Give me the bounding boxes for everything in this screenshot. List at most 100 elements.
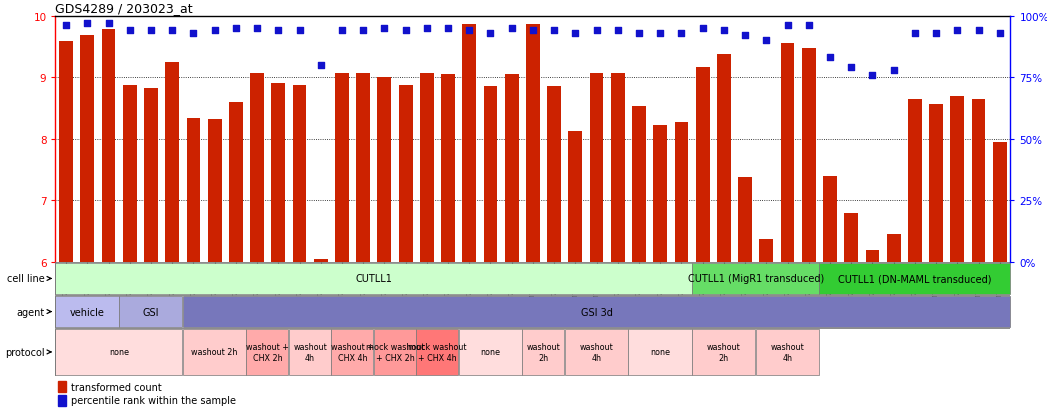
Bar [696,67,710,262]
Text: agent: agent [17,307,45,317]
Point [886,67,903,74]
Point [545,28,562,35]
Bar [628,329,692,375]
Point [949,28,965,35]
Bar [144,89,158,262]
Text: percentile rank within the sample: percentile rank within the sample [71,396,237,406]
Point [291,28,308,35]
Text: washout +
CHX 2h: washout + CHX 2h [246,342,289,362]
Point [567,31,584,37]
Bar [972,100,985,262]
Bar [420,74,433,262]
Bar [186,119,200,262]
Bar [119,296,182,328]
Bar [374,329,416,375]
Point [737,33,754,40]
Bar [246,329,289,375]
Point [992,31,1008,37]
Bar [81,36,94,262]
Bar [271,84,285,262]
Point [440,26,456,32]
Bar [717,55,731,262]
Point [504,26,520,32]
Bar [399,86,413,262]
Bar [250,74,264,262]
Point [822,55,839,62]
Bar [526,24,540,262]
Bar [463,24,476,262]
Bar [908,100,921,262]
Point [419,26,436,32]
Point [397,28,414,35]
Bar [564,329,628,375]
Point [312,62,329,69]
Point [482,31,498,37]
Text: washout
4h: washout 4h [293,342,327,362]
Bar [207,120,222,262]
Text: protocol: protocol [5,347,45,357]
Text: none: none [481,348,500,356]
Point [334,28,351,35]
Point [227,26,244,32]
Point [673,31,690,37]
Bar [674,123,688,262]
Bar [692,329,755,375]
Bar [632,107,646,262]
Bar [929,104,943,262]
Point [121,28,138,35]
Bar [183,329,246,375]
Text: none: none [109,348,129,356]
Bar [441,75,455,262]
Bar [887,235,900,262]
Bar [292,86,307,262]
Text: mock washout
+ CHX 4h: mock washout + CHX 4h [408,342,467,362]
Text: washout
2h: washout 2h [527,342,560,362]
Bar [58,381,66,392]
Point [609,28,626,35]
Point [694,26,711,32]
Bar [505,75,518,262]
Point [142,28,159,35]
Point [270,28,287,35]
Bar [58,395,66,406]
Text: washout
4h: washout 4h [771,342,804,362]
Text: GSI 3d: GSI 3d [581,307,612,317]
Text: cell line: cell line [7,274,45,284]
Point [928,31,944,37]
Point [101,21,117,27]
Text: CUTLL1 (DN-MAML transduced): CUTLL1 (DN-MAML transduced) [838,274,992,284]
Bar [289,329,331,375]
Point [355,28,372,35]
Text: washout
2h: washout 2h [707,342,741,362]
Bar [55,263,692,294]
Text: none: none [650,348,670,356]
Bar [738,178,752,262]
Point [376,26,393,32]
Point [715,28,732,35]
Point [206,28,223,35]
Bar [484,87,497,262]
Point [79,21,95,27]
Bar [951,96,964,262]
Point [58,23,74,30]
Point [163,28,180,35]
Bar [165,63,179,262]
Bar [692,263,819,294]
Text: washout 2h: washout 2h [192,348,238,356]
Point [185,31,202,37]
Text: CUTLL1: CUTLL1 [355,274,393,284]
Bar [417,329,459,375]
Bar [759,240,774,262]
Point [652,31,669,37]
Point [843,65,860,71]
Bar [548,87,561,262]
Bar [60,42,73,262]
Bar [569,132,582,262]
Bar [589,74,603,262]
Point [800,23,817,30]
Text: mock washout
+ CHX 2h: mock washout + CHX 2h [365,342,424,362]
Bar [55,329,182,375]
Bar [331,329,374,375]
Bar [610,74,625,262]
Point [907,31,923,37]
